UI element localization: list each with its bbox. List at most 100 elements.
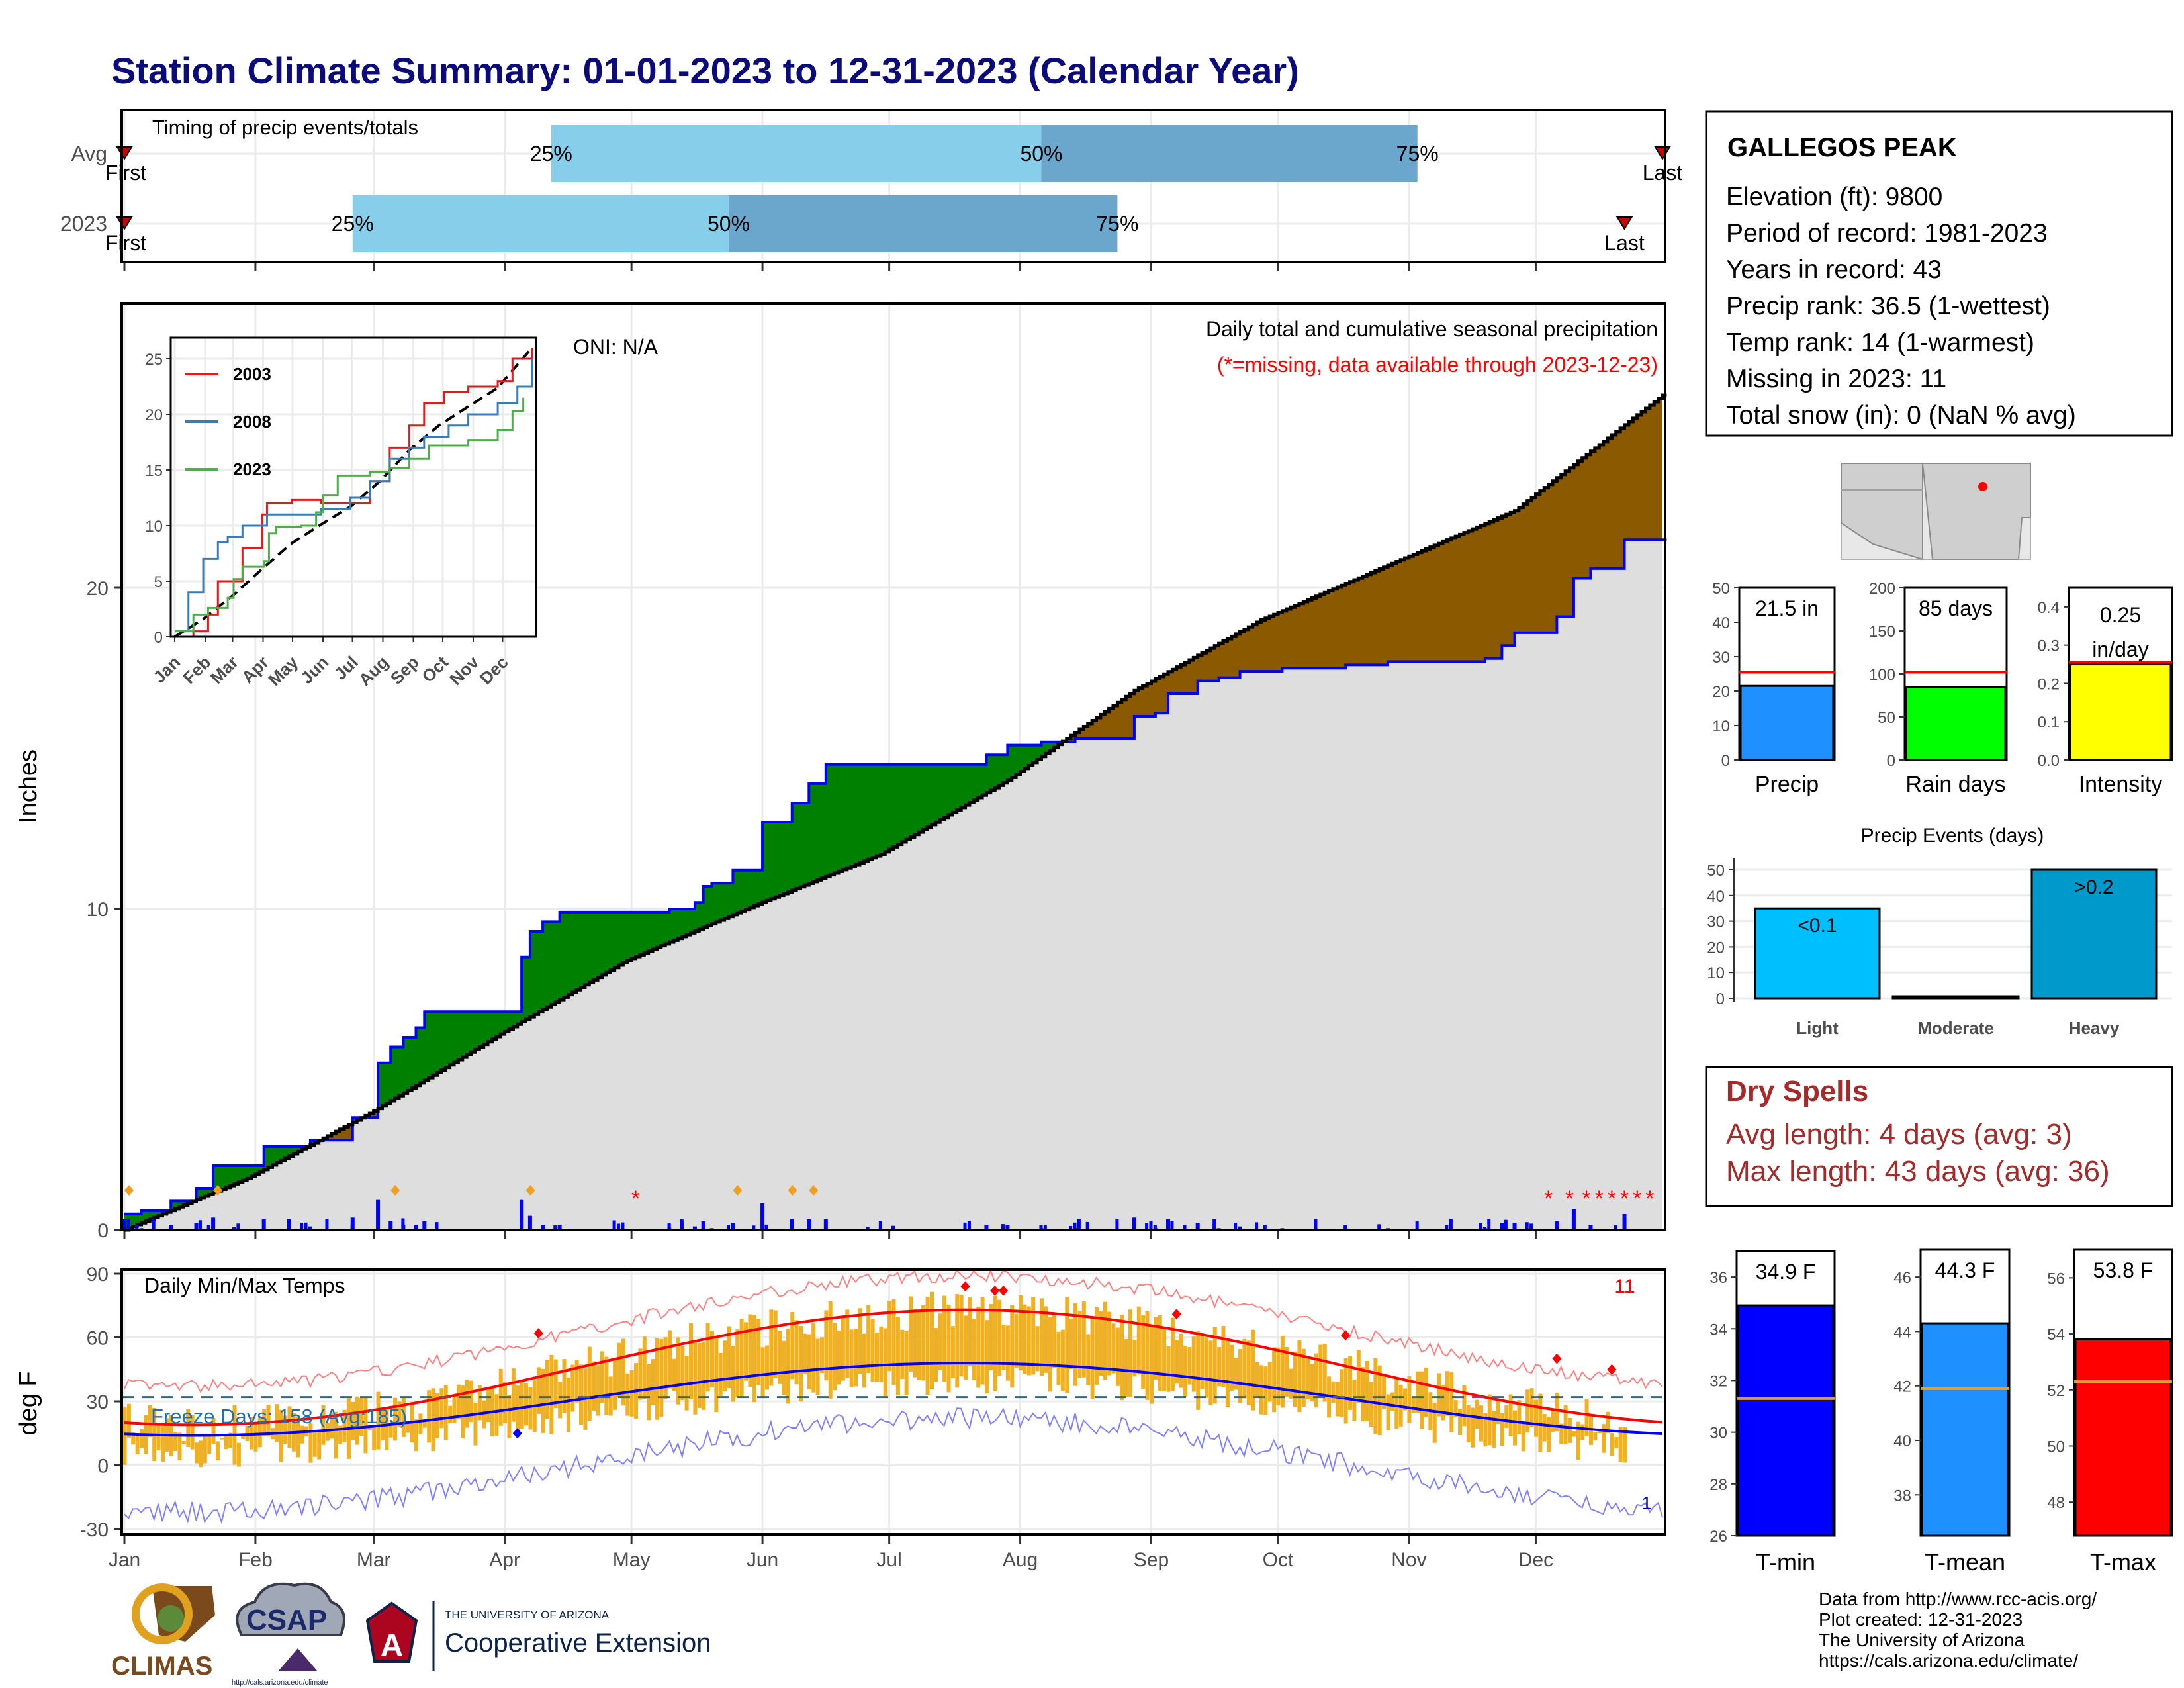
daily-temp-bar — [709, 1331, 714, 1388]
daily-precip-bar — [1043, 1225, 1047, 1230]
daily-temp-bar — [1348, 1356, 1353, 1410]
daily-temp-bar — [342, 1409, 347, 1442]
daily-precip-bar — [308, 1226, 312, 1230]
daily-temp-bar — [1529, 1388, 1534, 1427]
daily-temp-bar — [1166, 1346, 1171, 1392]
daily-precip-bar — [376, 1199, 381, 1230]
daily-temp-bar — [283, 1415, 288, 1444]
events-category-label: Moderate — [1917, 1018, 1994, 1038]
daily-precip-bar — [1069, 1225, 1073, 1230]
timing-row-label: Avg — [71, 142, 107, 165]
daily-temp-bar — [668, 1330, 672, 1389]
daily-temp-bar — [287, 1406, 292, 1448]
temp-bar-tick-label: 26 — [1709, 1528, 1727, 1546]
dry-spells-box: Dry Spells Avg length: 4 days (avg: 3) M… — [1705, 1066, 2173, 1207]
precip-y-tick-label: 10 — [87, 899, 109, 921]
event-marker — [525, 1185, 535, 1196]
page-title: Station Climate Summary: 01-01-2023 to 1… — [111, 50, 1299, 91]
temps-y-tick-label: 60 — [87, 1328, 109, 1350]
daily-temp-bar — [1154, 1317, 1158, 1380]
temp-bar-t-min — [1737, 1304, 1835, 1537]
daily-temp-bar — [702, 1342, 706, 1410]
events-title: Precip Events (days) — [1861, 825, 2044, 847]
daily-temp-bar — [1453, 1399, 1458, 1417]
daily-temp-bar — [1403, 1388, 1408, 1411]
daily-temp-bar — [625, 1373, 630, 1416]
missing-day-marker: * — [1582, 1186, 1590, 1211]
daily-temp-bar — [879, 1326, 884, 1383]
daily-temp-bar — [1314, 1353, 1318, 1408]
daily-temp-bar — [1162, 1329, 1167, 1391]
daily-temp-bar — [1361, 1367, 1365, 1421]
month-label: May — [613, 1549, 651, 1571]
daily-temp-bar — [1103, 1301, 1107, 1380]
mini-bar-category-label: Rain days — [1905, 772, 2005, 797]
timing-p25-label: 25% — [530, 142, 572, 165]
daily-temp-bar — [1191, 1336, 1196, 1392]
avg-low-line — [124, 1362, 1663, 1437]
daily-precip-bar — [1001, 1224, 1005, 1230]
daily-temp-bar — [1031, 1297, 1036, 1375]
event-marker — [213, 1185, 223, 1196]
temp-bar-tick-label: 34 — [1709, 1321, 1727, 1338]
temps-frame — [120, 1268, 1666, 1536]
daily-temp-bar — [443, 1385, 448, 1441]
daily-temp-bar — [1005, 1325, 1010, 1381]
daily-temp-bar — [275, 1404, 279, 1442]
daily-precip-bar — [667, 1223, 671, 1230]
mini-bar-unit-label: in/day — [2092, 637, 2148, 661]
daily-temp-bar — [659, 1338, 664, 1417]
daily-precip-bar — [1166, 1219, 1170, 1230]
daily-temp-bar — [929, 1291, 934, 1389]
mini-bar-precip — [1739, 684, 1835, 761]
daily-temp-bar — [1056, 1331, 1061, 1385]
daily-temp-bar — [1580, 1424, 1585, 1440]
month-label: Jan — [109, 1549, 140, 1571]
daily-temp-bar — [195, 1442, 199, 1464]
daily-precip-bar — [807, 1221, 811, 1230]
daily-temp-bar — [934, 1327, 938, 1382]
month-label: Aug — [1003, 1549, 1038, 1571]
temp-bar-tick-label: 30 — [1709, 1425, 1727, 1442]
last-event-label: Last — [1604, 231, 1645, 255]
climas-logo: CLIMAS — [111, 1583, 215, 1681]
dry-spells-max: Max length: 43 days (avg: 36) — [1726, 1155, 2110, 1188]
average-cumulative-line — [124, 393, 1667, 1232]
daily-temp-bar — [393, 1397, 398, 1441]
daily-temp-bar — [1466, 1405, 1471, 1443]
csap-wordmark: CSAP — [246, 1604, 327, 1636]
daily-precip-bar — [1234, 1223, 1238, 1230]
daily-precip-bar — [1132, 1217, 1136, 1230]
daily-temp-bar — [1462, 1385, 1467, 1427]
missing-day-marker: * — [1620, 1186, 1629, 1211]
missing-day-marker: * — [1633, 1186, 1641, 1211]
daily-precip-bar — [194, 1223, 199, 1230]
daily-temp-bar — [1411, 1397, 1416, 1413]
daily-temp-bar — [807, 1334, 811, 1390]
daily-temp-bar — [1479, 1405, 1483, 1442]
record-high-marker — [533, 1328, 543, 1339]
precip-y-tick-label: 0 — [97, 1220, 109, 1242]
daily-temp-bar — [1568, 1418, 1572, 1443]
daily-temp-bar — [1382, 1375, 1387, 1409]
daily-temp-bar — [1238, 1349, 1243, 1403]
daily-precip-bar — [1115, 1219, 1119, 1230]
daily-temp-bar — [984, 1320, 989, 1394]
daily-temp-bar — [1310, 1364, 1314, 1401]
daily-temp-bar — [592, 1361, 596, 1411]
daily-precip-bar — [1449, 1219, 1453, 1230]
daily-precip-bar — [350, 1226, 354, 1230]
daily-temp-bar — [406, 1421, 410, 1433]
record-high-marker — [1341, 1330, 1351, 1341]
mini-bar-tick-label: 40 — [1712, 614, 1730, 632]
daily-temp-bar — [1077, 1311, 1082, 1378]
mini-bar-tick-label: 0 — [1721, 752, 1730, 770]
daily-precip-bar — [541, 1224, 545, 1230]
daily-precip-bar — [232, 1227, 236, 1230]
daily-temp-bar — [461, 1385, 465, 1438]
above-average-area — [124, 741, 1063, 1230]
daily-temp-bar — [909, 1296, 913, 1372]
daily-temp-bar — [955, 1294, 960, 1388]
station-info-line: Temp rank: 14 (1-warmest) — [1726, 328, 2034, 357]
daily-temp-bar — [562, 1359, 567, 1413]
